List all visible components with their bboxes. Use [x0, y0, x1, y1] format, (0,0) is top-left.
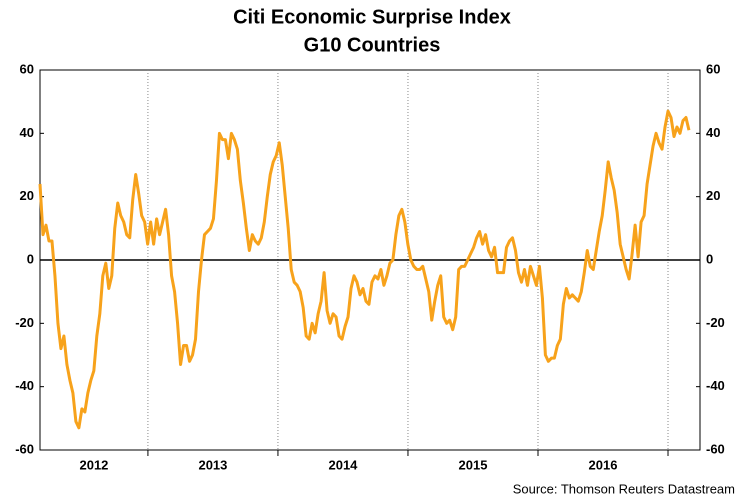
y-tick-label: 0: [27, 251, 34, 266]
y2-tick-label: 20: [706, 188, 720, 203]
chart-title: Citi Economic Surprise Index: [233, 6, 511, 28]
y2-tick-label: 0: [706, 251, 713, 266]
chart-subtitle: G10 Countries: [304, 34, 441, 56]
y2-tick-label: 40: [706, 125, 720, 140]
y2-tick-label: 60: [706, 61, 720, 76]
x-tick-label: 2016: [589, 457, 618, 472]
y-tick-label: 20: [20, 188, 34, 203]
y-tick-label: -60: [15, 441, 34, 456]
y2-tick-label: -40: [706, 378, 725, 393]
y-tick-label: -40: [15, 378, 34, 393]
y-tick-label: 60: [20, 61, 34, 76]
y2-tick-label: -60: [706, 441, 725, 456]
data-line: [38, 109, 691, 430]
x-tick-label: 2012: [79, 457, 108, 472]
y-tick-label: 40: [20, 125, 34, 140]
y-tick-label: -20: [15, 315, 34, 330]
x-tick-label: 2015: [459, 457, 488, 472]
source-note: Source: Thomson Reuters Datastream: [513, 481, 735, 496]
x-tick-label: 2014: [328, 457, 358, 472]
y2-tick-label: -20: [706, 315, 725, 330]
x-tick-label: 2013: [198, 457, 227, 472]
